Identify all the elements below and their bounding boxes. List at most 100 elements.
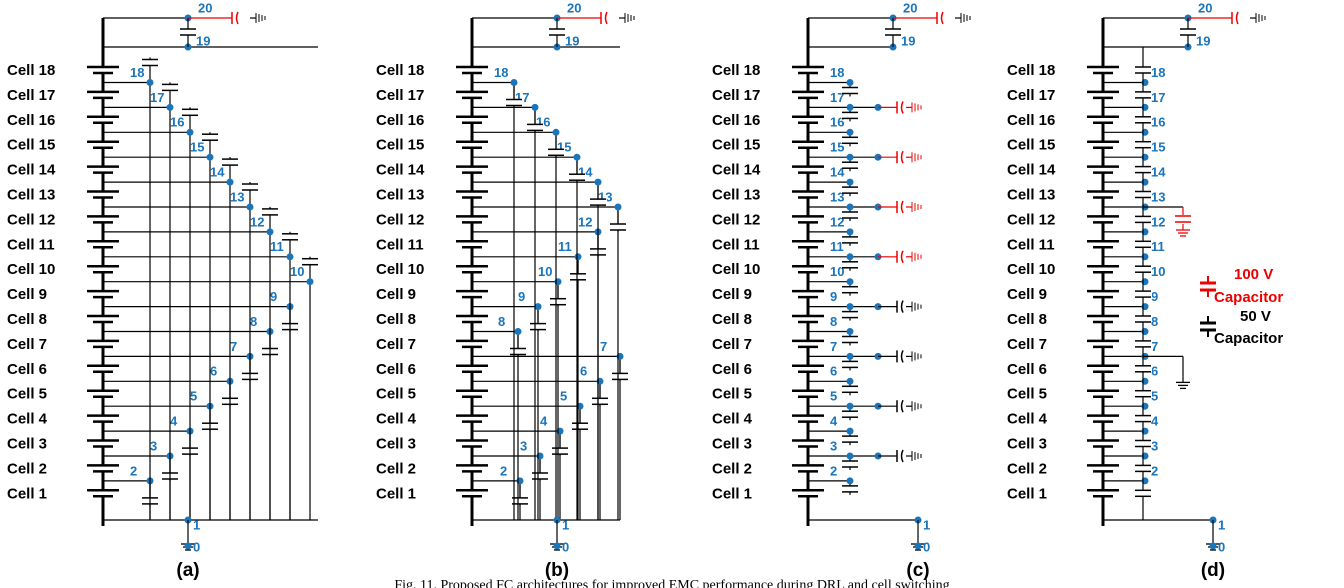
cell-label: Cell 17 [712,87,760,104]
node-label: 12 [830,214,844,229]
cap-gap [897,299,903,314]
cell-gap [792,440,824,447]
cell-gap [792,490,824,497]
node-dot [846,427,854,435]
cell-label: Cell 10 [1007,261,1055,278]
capacitor [896,200,904,214]
cell-label: Cell 7 [712,336,752,353]
cell-label: Cell 5 [712,386,752,403]
cap-gap [1134,316,1152,322]
node-label: 12 [1151,214,1165,229]
cell-gap [456,266,488,273]
cell-gap [792,415,824,422]
cell-gap [456,465,488,472]
panel-label: (b) [545,560,569,581]
panel-label: (a) [176,560,199,581]
node-label: 10 [1151,264,1165,279]
cell-gap [456,365,488,372]
cell-label: Cell 10 [7,261,55,278]
node-label: 8 [1151,314,1158,329]
cap-gap [841,112,859,119]
cell-gap [792,116,824,123]
legend-text: Capacitor [1214,330,1283,347]
cell-label: Cell 12 [712,211,760,228]
cap-gap [1134,490,1152,497]
cell-label: Cell 2 [712,460,752,477]
cell-gap [87,465,119,472]
cap-gap [841,411,859,418]
cell-gap [456,440,488,447]
cell-gap [792,316,824,322]
node-dot [553,542,561,550]
cap-gap [1134,291,1152,298]
node-dot [306,278,314,286]
node-label: 14 [210,165,225,180]
cell-label: Cell 8 [376,311,416,328]
node-label: 3 [1151,438,1158,453]
node-label: 10 [290,264,304,279]
node-label: 18 [130,65,144,80]
cell-gap [1087,91,1119,98]
cell-gap [1087,340,1119,347]
cap-gap [1134,67,1152,73]
node-dot [552,128,560,136]
cell-gap [87,266,119,273]
cap-gap [141,59,159,66]
cell-label: Cell 15 [712,137,760,154]
cap-gap [601,11,607,25]
node-label: 3 [830,438,837,453]
cap-gap [841,236,859,243]
node-dot [226,178,234,186]
cell-gap [792,340,824,347]
capacitor [896,300,904,313]
node-label: 4 [170,414,178,429]
cell-gap [792,141,824,148]
cell-gap [1087,291,1119,298]
cell-label: Cell 9 [7,286,47,303]
legend-text: Capacitor [1214,289,1283,306]
capacitor [231,11,239,25]
cell-gap [1087,316,1119,322]
cell-label: Cell 18 [712,62,760,79]
cell-label: Cell 4 [1007,411,1048,428]
cell-label: Cell 5 [1007,386,1047,403]
node-label: 5 [560,389,567,404]
node-label: 1 [1218,517,1225,532]
capacitor [600,11,608,25]
cell-label: Cell 1 [1007,485,1047,502]
cell-gap [87,390,119,397]
cell-gap [87,415,119,422]
cell-gap [1087,116,1119,123]
cap-gap [897,449,903,463]
cap-gap [1134,216,1152,223]
node-label: 8 [250,314,257,329]
cell-label: Cell 16 [712,112,760,129]
node-dot [594,178,602,186]
cell-label: Cell 17 [7,87,55,104]
cell-gap [792,241,824,248]
cap-gap [1134,141,1152,148]
node-label: 6 [1151,364,1158,379]
node-label: 4 [540,414,548,429]
cell-gap [456,241,488,248]
node-label: 8 [830,314,837,329]
cell-label: Cell 14 [712,162,761,179]
node-label: 1 [562,517,569,532]
node-label: 16 [830,115,844,130]
cap-gap [241,184,259,190]
cell-gap [1087,67,1119,73]
cell-label: Cell 17 [1007,87,1055,104]
cell-label: Cell 1 [376,485,416,502]
node-dot [846,452,854,460]
cap-gap [1134,116,1152,123]
node-label: 2 [830,463,837,478]
cap-gap [841,137,859,144]
node-dot [846,178,854,186]
node-label: 2 [130,463,137,478]
cell-label: Cell 4 [712,411,753,428]
cap-gap [548,29,566,35]
cell-gap [456,216,488,223]
cell-label: Cell 9 [712,286,752,303]
node-dot [914,542,922,550]
